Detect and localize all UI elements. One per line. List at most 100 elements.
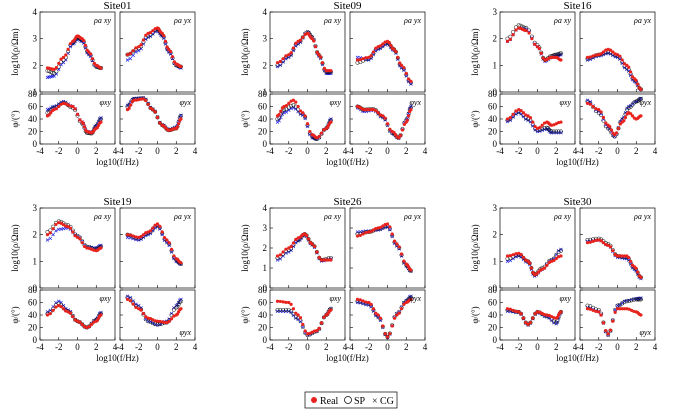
- real-point: [627, 65, 631, 69]
- real-point: [167, 319, 171, 324]
- real-point: [526, 114, 530, 118]
- cg-point: [291, 48, 296, 53]
- real-point: [601, 321, 606, 325]
- real-point: [519, 108, 523, 113]
- real-point: [392, 239, 397, 243]
- x-tick-label: 4: [113, 342, 118, 352]
- sp-point: [551, 129, 556, 134]
- x-tick-label: 0: [615, 146, 620, 156]
- real-point: [137, 307, 141, 311]
- real-point: [59, 304, 63, 309]
- site-title: Site16: [563, 0, 592, 12]
- real-point: [620, 58, 624, 62]
- real-point: [639, 275, 643, 279]
- sp-point: [174, 305, 179, 310]
- real-point: [585, 55, 590, 59]
- real-point: [591, 308, 595, 312]
- real-point: [82, 39, 86, 43]
- phi-xy-component-label: φxy: [559, 98, 571, 107]
- cg-point: [585, 98, 590, 102]
- y-tick-label: 60: [258, 102, 268, 112]
- real-point: [395, 242, 399, 246]
- real-point: [137, 45, 141, 49]
- sp-point: [80, 322, 85, 327]
- real-point: [399, 307, 404, 311]
- phi-xy-component-label: φxy: [329, 294, 341, 303]
- real-point: [599, 239, 603, 243]
- real-point: [317, 256, 321, 260]
- real-point: [315, 136, 319, 140]
- real-point: [162, 320, 167, 324]
- y-tick-label: 0: [263, 335, 268, 345]
- sp-point: [289, 103, 294, 108]
- x-tick-label: -2: [135, 342, 143, 352]
- real-point: [358, 298, 362, 302]
- real-point: [511, 253, 515, 257]
- real-point: [526, 322, 530, 326]
- legend-cg-label: CG: [380, 396, 394, 407]
- real-point: [402, 259, 406, 263]
- y-tick-label: 40: [258, 310, 268, 320]
- sp-point: [385, 334, 390, 339]
- real-point: [514, 28, 518, 32]
- real-point: [388, 127, 392, 131]
- real-point: [153, 110, 157, 114]
- phi-y-axis-title: φ/(°): [10, 306, 20, 323]
- x-tick-label: 4: [193, 146, 198, 156]
- real-point: [531, 316, 535, 320]
- real-point: [404, 71, 408, 75]
- cg-point: [402, 68, 406, 73]
- real-point: [151, 29, 155, 33]
- cg-point: [148, 320, 153, 324]
- real-point: [397, 245, 401, 249]
- x-tick-label: -2: [515, 342, 523, 352]
- real-point: [378, 44, 383, 48]
- sp-point: [556, 249, 561, 255]
- real-point: [409, 108, 413, 112]
- y-tick-label: 3: [263, 34, 268, 44]
- real-point: [134, 305, 138, 309]
- real-point: [636, 270, 640, 274]
- real-point: [524, 29, 528, 33]
- real-point: [559, 310, 563, 314]
- real-point: [591, 104, 595, 109]
- site-block: Site09 log10(ρ/Ωm) φ/(°) log10(f/Hz): [240, 0, 369, 167]
- rho-xy-panel: 1 2 3 4 ρa xy: [33, 7, 116, 97]
- rho-yx-panel: ρa yx: [349, 11, 426, 93]
- sp-point: [376, 110, 381, 115]
- real-point: [148, 229, 153, 233]
- y-tick-label: 3: [33, 203, 38, 213]
- real-point: [393, 133, 398, 137]
- real-point: [144, 98, 148, 103]
- y-tick-label: 0: [493, 139, 498, 149]
- rho-xy-panel: 1 2 3 4 ρa xy: [263, 7, 346, 97]
- cg-point: [281, 60, 285, 64]
- real-point: [131, 49, 135, 53]
- cg-point: [128, 56, 133, 61]
- real-point: [533, 312, 537, 316]
- sp-point: [306, 236, 311, 242]
- real-point: [139, 43, 143, 47]
- rho-xy-component-label: ρa xy: [93, 212, 111, 221]
- real-point: [529, 266, 534, 270]
- real-point: [383, 116, 387, 120]
- real-point: [627, 255, 631, 260]
- real-point: [48, 231, 52, 235]
- real-point: [505, 307, 510, 311]
- phi-y-axis-title: φ/(°): [470, 110, 480, 127]
- real-point: [291, 307, 296, 311]
- phi-y-axis-title: φ/(°): [240, 306, 250, 323]
- real-point: [588, 240, 592, 244]
- x-tick-label: 0: [305, 342, 310, 352]
- real-point: [374, 46, 378, 50]
- real-point: [374, 311, 378, 315]
- real-point: [597, 108, 601, 112]
- real-point: [385, 222, 390, 226]
- real-point: [606, 332, 610, 336]
- real-point: [622, 62, 627, 66]
- x-tick-label: -4: [36, 146, 44, 156]
- sp-point: [278, 307, 283, 313]
- real-point: [387, 40, 391, 45]
- sp-point: [281, 307, 286, 313]
